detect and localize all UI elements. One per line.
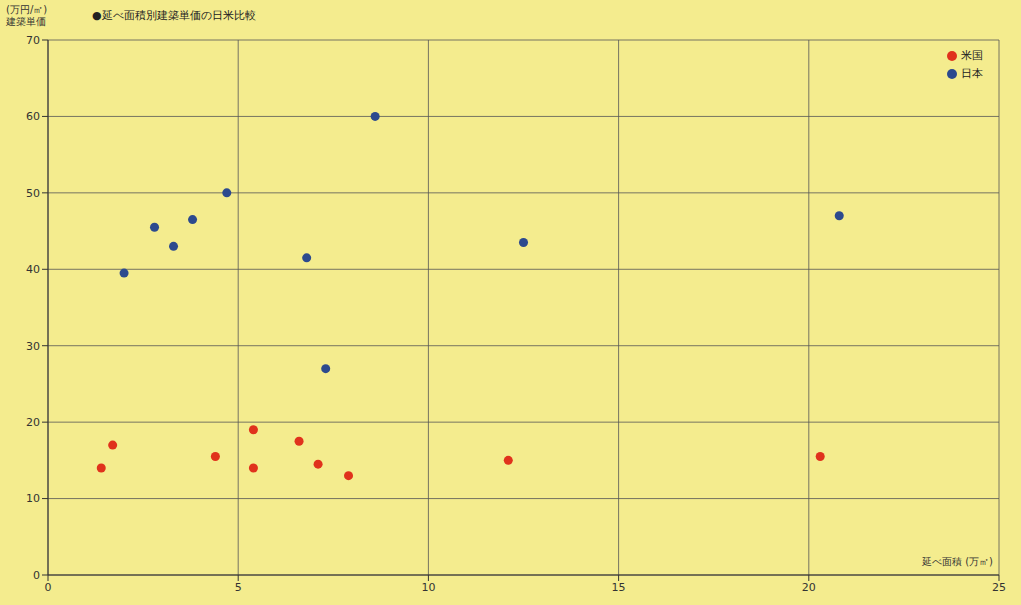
svg-text:50: 50 <box>26 187 40 200</box>
svg-text:0: 0 <box>33 569 40 582</box>
html-text:●延べ面積別建築単価の日米比較: ●延べ面積別建築単価の日米比較 <box>92 9 256 22</box>
svg-text:40: 40 <box>26 263 40 276</box>
svg-text:70: 70 <box>26 34 40 47</box>
svg-text:0: 0 <box>45 581 52 594</box>
svg-text:10: 10 <box>26 492 40 505</box>
html-text:延べ面積 (万㎡): 延べ面積 (万㎡) <box>922 556 993 567</box>
svg-text:60: 60 <box>26 110 40 123</box>
svg-text:20: 20 <box>26 416 40 429</box>
html-text:米国: 米国 <box>961 49 983 62</box>
html-text:建築単価: 建築単価 <box>6 16 46 27</box>
svg-text:5: 5 <box>235 581 242 594</box>
svg-text:20: 20 <box>802 581 816 594</box>
svg-text:10: 10 <box>421 581 435 594</box>
svg-text:30: 30 <box>26 340 40 353</box>
html-text:日本: 日本 <box>961 67 983 80</box>
svg-text:15: 15 <box>612 581 626 594</box>
html-text:(万円/㎡): (万円/㎡) <box>6 4 48 15</box>
svg-text:25: 25 <box>992 581 1006 594</box>
